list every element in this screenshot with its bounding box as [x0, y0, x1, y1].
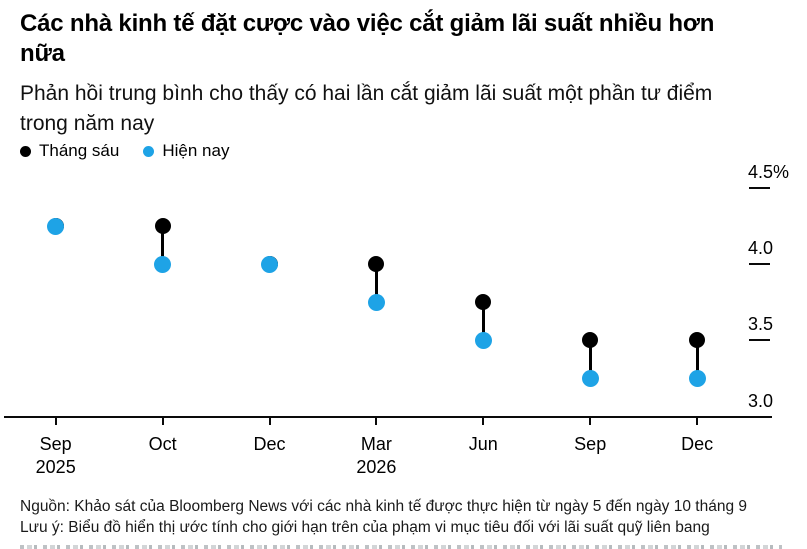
- chart-title: Các nhà kinh tế đặt cược vào việc cắt gi…: [20, 9, 714, 69]
- x-axis-tick: [268, 417, 271, 425]
- y-axis-label: 4.0: [747, 238, 773, 259]
- percent-sign: %: [773, 162, 790, 182]
- x-axis-label: Dec: [681, 434, 714, 454]
- data-point-now: [581, 369, 599, 387]
- chart-subtitle: Phản hồi trung bình cho thấy có hai lần …: [20, 79, 712, 138]
- clipped-text-line: [20, 545, 782, 549]
- x-axis-tick: [161, 417, 164, 425]
- x-axis-tick: [696, 417, 699, 425]
- y-axis-tick-dash: [749, 339, 770, 342]
- data-point-june: [689, 332, 706, 349]
- y-axis-tick-dash: [749, 263, 770, 266]
- x-axis-tick: [375, 417, 378, 425]
- chart-footer: Nguồn: Khảo sát của Bloomberg News với c…: [20, 497, 747, 538]
- data-point-now: [367, 293, 385, 311]
- dumbbell-connector: [481, 302, 485, 341]
- dumbbell-connector: [374, 264, 378, 303]
- y-axis-label: 3.0: [747, 390, 773, 411]
- x-axis-label: Sep: [574, 434, 607, 454]
- x-axis-label: Sep 2025: [35, 434, 76, 477]
- data-point-now: [47, 217, 65, 235]
- x-axis-label: Mar 2026: [356, 434, 397, 477]
- dumbbell-connector: [695, 340, 699, 379]
- x-axis-label: Dec: [253, 434, 286, 454]
- legend-item-june: Tháng sáu: [20, 141, 119, 161]
- chart-legend: Tháng sáu Hiện nay: [20, 141, 229, 161]
- data-point-june: [582, 332, 599, 349]
- legend-dot-blue-icon: [143, 145, 155, 157]
- x-axis-tick: [589, 417, 592, 425]
- legend-item-now: Hiện nay: [143, 141, 229, 161]
- data-point-june: [475, 294, 492, 311]
- y-axis-label: 3.5: [747, 314, 773, 335]
- x-axis-tick: [482, 417, 485, 425]
- legend-label-june: Tháng sáu: [39, 141, 120, 160]
- dumbbell-connector: [161, 226, 165, 265]
- data-point-now: [688, 369, 706, 387]
- x-axis-line: [4, 415, 772, 418]
- y-axis-label: 4.5%: [747, 162, 790, 182]
- x-axis-tick: [54, 417, 57, 425]
- data-point-june: [154, 218, 171, 235]
- data-point-now: [474, 331, 492, 349]
- legend-label-now: Hiện nay: [162, 141, 230, 160]
- methodology-note: Lưu ý: Biểu đồ hiển thị ước tính cho giớ…: [20, 518, 710, 536]
- data-point-june: [368, 256, 385, 273]
- source-note: Nguồn: Khảo sát của Bloomberg News với c…: [20, 498, 748, 515]
- data-point-now: [154, 255, 172, 273]
- x-axis-label: Jun: [468, 434, 498, 454]
- chart-subtitle-line2: trong năm nay: [20, 111, 155, 135]
- x-axis-label: Oct: [148, 434, 177, 454]
- chart-subtitle-line1: Phản hồi trung bình cho thấy có hai lần …: [20, 82, 713, 105]
- chart-title-line2: nữa: [20, 40, 65, 67]
- data-point-now: [261, 255, 278, 273]
- y-axis-tick-dash: [749, 187, 770, 189]
- legend-dot-black-icon: [20, 145, 31, 157]
- dumbbell-connector: [588, 340, 592, 379]
- chart-title-line1: Các nhà kinh tế đặt cược vào việc cắt gi…: [20, 10, 715, 37]
